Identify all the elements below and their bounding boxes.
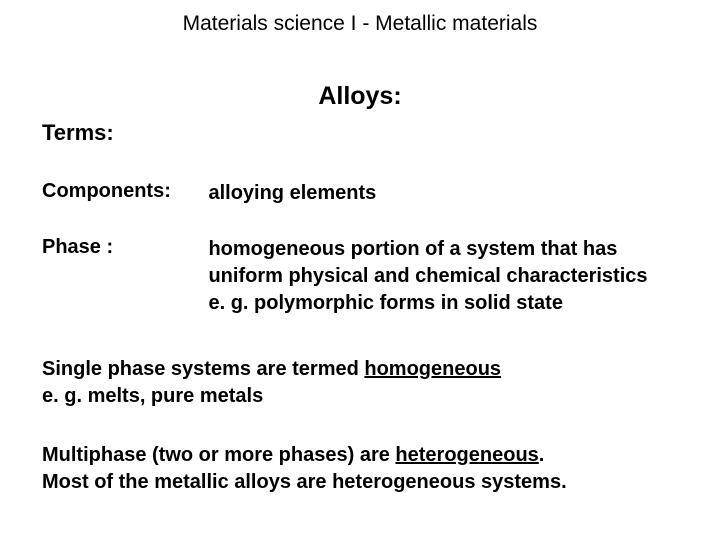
phase-line-1: homogeneous portion of a system that has [208,238,617,260]
definition-row-components: Components: alloying elements [42,180,682,207]
terms-heading: Terms: [42,120,114,146]
phase-line-2: uniform physical and chemical characteri… [208,265,647,287]
para1-line2: e. g. melts, pure metals [42,385,263,407]
para1-pre: Single phase systems are termed [42,358,364,380]
definition-label: Phase : [42,236,204,259]
underlined-term: heterogeneous [395,444,538,466]
para2-line2: Most of the metallic alloys are heteroge… [42,471,567,493]
paragraph-homogeneous: Single phase systems are termed homogene… [42,356,682,410]
page-header: Materials science I - Metallic materials [0,12,720,36]
phase-line-3: e. g. polymorphic forms in solid state [208,292,563,314]
definition-body: homogeneous portion of a system that has… [208,236,678,317]
page-title: Alloys: [0,82,720,111]
definition-label: Components: [42,180,204,203]
para2-post: . [539,444,545,466]
slide: Materials science I - Metallic materials… [0,0,720,540]
definition-body: alloying elements [208,180,678,207]
para2-pre: Multiphase (two or more phases) are [42,444,395,466]
definition-row-phase: Phase : homogeneous portion of a system … [42,236,682,317]
paragraph-heterogeneous: Multiphase (two or more phases) are hete… [42,442,682,496]
underlined-term: homogeneous [364,358,501,380]
